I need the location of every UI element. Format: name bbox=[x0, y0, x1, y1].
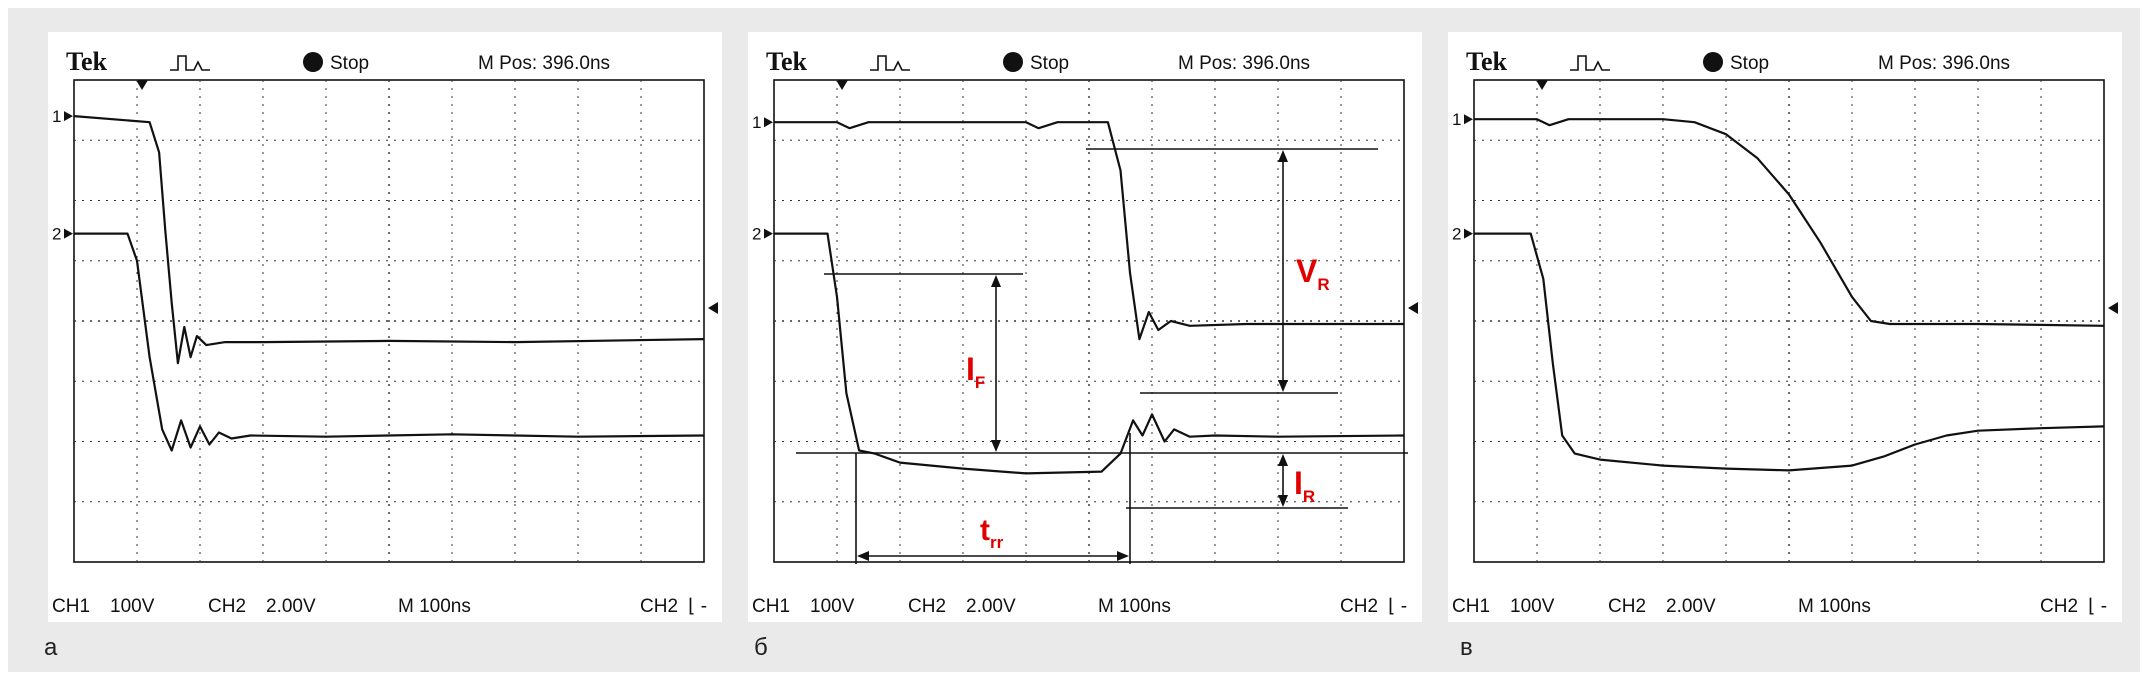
waveform-traces bbox=[73, 115, 705, 452]
oscilloscope-screen-b: Tek Stop M Pos: 396.0ns 12 bbox=[752, 47, 1418, 617]
channel-markers: 12 bbox=[1452, 110, 1473, 244]
trigger-pulse-icon bbox=[1570, 55, 1610, 71]
channel-marker-arrow-icon bbox=[1464, 114, 1473, 125]
arrowhead bbox=[1117, 551, 1129, 561]
arrowhead bbox=[1278, 495, 1288, 507]
arrowhead bbox=[991, 440, 1001, 452]
measurement-arrowheads bbox=[857, 150, 1288, 561]
acquisition-status: Stop bbox=[330, 53, 369, 74]
panel-caption-c: в bbox=[1460, 634, 1473, 661]
channel-markers: 12 bbox=[752, 113, 773, 244]
brand-label: Tek bbox=[766, 47, 807, 76]
channel-1-trace bbox=[73, 115, 705, 365]
trigger-source: CH2 bbox=[2040, 596, 2078, 617]
channel-marker-arrow-icon bbox=[764, 117, 773, 128]
ch1-label: CH1 bbox=[52, 596, 90, 617]
channel-marker-arrow-icon bbox=[64, 111, 73, 122]
ch2-scale: 2.00V bbox=[266, 596, 316, 617]
trigger-slope-icon: ⌊ - bbox=[688, 596, 707, 617]
trigger-slope-icon: ⌊ - bbox=[2088, 596, 2107, 617]
trigger-source: CH2 bbox=[640, 596, 678, 617]
graticule bbox=[773, 79, 1405, 563]
m-pos-readout: M Pos: 396.0ns bbox=[1178, 53, 1310, 74]
channel-2-marker: 2 bbox=[752, 225, 761, 244]
arrowhead bbox=[1278, 454, 1288, 466]
trigger-level-icon bbox=[708, 302, 718, 314]
brand-label: Tek bbox=[1466, 47, 1507, 76]
ch2-label: CH2 bbox=[1608, 596, 1646, 617]
panel-caption-b: б bbox=[754, 634, 768, 661]
channel-marker-arrow-icon bbox=[1464, 228, 1473, 239]
channel-markers: 12 bbox=[52, 107, 73, 244]
waveform-traces bbox=[1474, 118, 2105, 472]
timebase-readout: M 100ns bbox=[1798, 596, 1871, 617]
waveform-traces bbox=[774, 121, 1405, 475]
channel-marker-arrow-icon bbox=[764, 228, 773, 239]
m-pos-readout: M Pos: 396.0ns bbox=[1878, 53, 2010, 74]
stop-icon bbox=[1703, 52, 1723, 72]
stop-icon bbox=[1003, 52, 1023, 72]
graticule bbox=[73, 79, 705, 563]
channel-2-trace bbox=[1474, 232, 2105, 472]
ch1-label: CH1 bbox=[1452, 596, 1490, 617]
trigger-slope-icon: ⌊ - bbox=[1388, 596, 1407, 617]
channel-1-marker: 1 bbox=[752, 113, 761, 132]
channel-1-marker: 1 bbox=[1452, 110, 1461, 129]
channel-1-trace bbox=[774, 121, 1404, 341]
trigger-source: CH2 bbox=[1340, 596, 1378, 617]
channel-1-marker: 1 bbox=[52, 107, 61, 126]
ir-label: IR bbox=[1294, 465, 1315, 506]
ch2-scale: 2.00V bbox=[966, 596, 1016, 617]
channel-2-marker: 2 bbox=[52, 225, 61, 244]
panel-caption-a: а bbox=[44, 634, 58, 661]
oscilloscope-screen-a: Tek Stop M Pos: 396.0ns 12 CH1 100V CH2 … bbox=[52, 47, 718, 617]
channel-2-trace bbox=[774, 232, 1405, 475]
timebase-readout: M 100ns bbox=[398, 596, 471, 617]
if-label: IF bbox=[966, 351, 985, 392]
ch1-scale: 100V bbox=[1510, 596, 1555, 617]
timebase-readout: M 100ns bbox=[1098, 596, 1171, 617]
measurement-lines bbox=[796, 148, 1408, 564]
vr-label: VR bbox=[1296, 253, 1330, 294]
channel-1-trace bbox=[1474, 118, 2105, 327]
arrowhead bbox=[1278, 380, 1288, 392]
ch2-label: CH2 bbox=[908, 596, 946, 617]
trigger-position-icon bbox=[136, 80, 148, 90]
trigger-position-icon bbox=[1536, 80, 1548, 90]
graticule bbox=[1473, 79, 2105, 563]
trigger-position-icon bbox=[836, 80, 848, 90]
brand-label: Tek bbox=[66, 47, 107, 76]
oscilloscope-screen-c: Tek Stop M Pos: 396.0ns 12 CH1 100V CH2 … bbox=[1452, 47, 2118, 617]
ch1-scale: 100V bbox=[110, 596, 155, 617]
stop-icon bbox=[303, 52, 323, 72]
trigger-level-icon bbox=[1408, 302, 1418, 314]
acquisition-status: Stop bbox=[1030, 53, 1069, 74]
channel-2-trace bbox=[74, 232, 705, 452]
trigger-level-icon bbox=[2108, 302, 2118, 314]
arrowhead bbox=[857, 551, 869, 561]
trigger-pulse-icon bbox=[170, 55, 210, 71]
channel-marker-arrow-icon bbox=[64, 228, 73, 239]
trigger-pulse-icon bbox=[870, 55, 910, 71]
trr-label: trr bbox=[980, 514, 1004, 552]
acquisition-status: Stop bbox=[1730, 53, 1769, 74]
ch2-scale: 2.00V bbox=[1666, 596, 1716, 617]
arrowhead bbox=[1278, 150, 1288, 162]
channel-2-marker: 2 bbox=[1452, 225, 1461, 244]
m-pos-readout: M Pos: 396.0ns bbox=[478, 53, 610, 74]
arrowhead bbox=[991, 275, 1001, 287]
ch1-scale: 100V bbox=[810, 596, 855, 617]
ch1-label: CH1 bbox=[752, 596, 790, 617]
ch2-label: CH2 bbox=[208, 596, 246, 617]
